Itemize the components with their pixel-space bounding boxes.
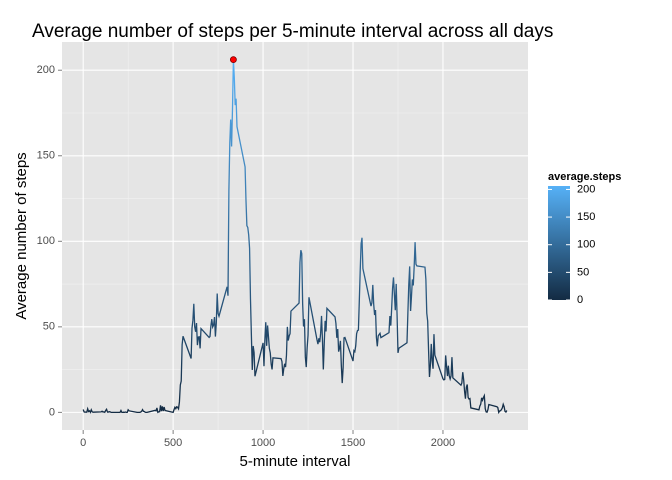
legend-label: 150	[577, 211, 595, 223]
legend-label: 100	[577, 239, 595, 251]
y-tick-label: 150	[37, 150, 55, 162]
data-line	[82, 59, 508, 415]
x-tick-label: 1500	[341, 437, 365, 449]
x-tick-label: 1000	[251, 437, 275, 449]
y-tick-label: 0	[49, 406, 55, 418]
legend-label: 0	[577, 294, 583, 306]
legend-title: average.steps	[548, 171, 621, 183]
legend-label: 50	[577, 266, 589, 278]
legend-colorbar	[548, 186, 570, 300]
plot-panel	[62, 42, 528, 430]
y-tick-label: 200	[37, 64, 55, 76]
x-tick-label: 500	[164, 437, 182, 449]
legend-label: 200	[577, 183, 595, 195]
max-point	[229, 56, 237, 64]
x-tick-label: 0	[80, 437, 86, 449]
y-tick-label: 50	[43, 321, 55, 333]
x-tick-label: 2000	[431, 437, 455, 449]
y-axis-title: Average number of steps	[13, 152, 30, 319]
y-tick-label: 100	[37, 235, 55, 247]
x-axis-title: 5-minute interval	[240, 453, 351, 470]
chart-title: Average number of steps per 5-minute int…	[32, 21, 553, 42]
